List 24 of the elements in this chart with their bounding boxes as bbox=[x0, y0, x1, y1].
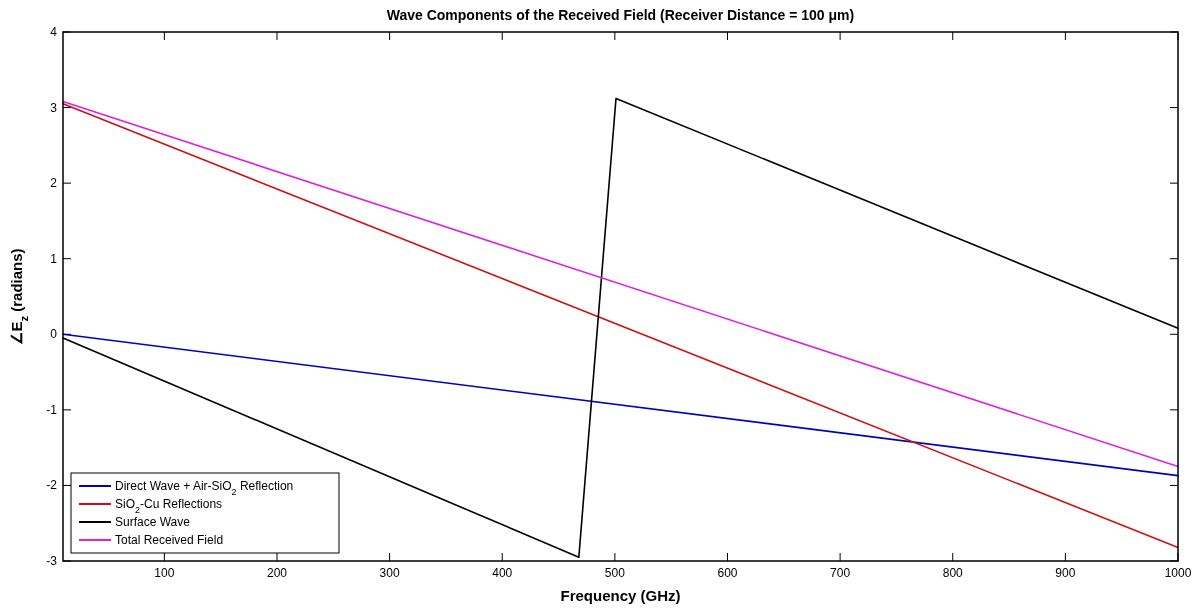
y-tick-label: 3 bbox=[50, 100, 58, 115]
y-tick-label: -1 bbox=[46, 402, 58, 417]
x-tick-label: 300 bbox=[379, 566, 400, 580]
x-tick-label: 600 bbox=[717, 566, 738, 580]
x-axis-title: Frequency (GHz) bbox=[560, 587, 681, 604]
legend-label: Total Received Field bbox=[115, 533, 224, 547]
chart-title: Wave Components of the Received Field (Receiver Distance = 100 μm) bbox=[386, 7, 855, 23]
y-tick-label: -3 bbox=[46, 554, 58, 568]
y-tick-label: 4 bbox=[50, 25, 58, 39]
legend-label: SiO$_{2}$-Cu Reflections bbox=[115, 497, 223, 515]
x-tick-label: 200 bbox=[266, 566, 288, 580]
y-tick-label: -2 bbox=[46, 478, 58, 493]
x-tick-label: 100 bbox=[154, 566, 175, 580]
y-tick-label: 0 bbox=[50, 327, 58, 342]
y-tick-label: 2 bbox=[50, 176, 58, 191]
x-tick-label: 700 bbox=[830, 566, 851, 580]
y-tick-label: 1 bbox=[50, 251, 58, 266]
x-tick-label: 500 bbox=[604, 566, 626, 580]
x-tick-label: 900 bbox=[1055, 566, 1076, 580]
legend-label: Direct Wave + Air-SiO$_{2}$ Reflection bbox=[115, 479, 294, 497]
legend-label: Surface Wave bbox=[115, 515, 191, 529]
x-tick-label: 1000 bbox=[1164, 566, 1192, 580]
x-tick-label: 400 bbox=[492, 566, 513, 580]
x-tick-label: 800 bbox=[942, 566, 964, 580]
